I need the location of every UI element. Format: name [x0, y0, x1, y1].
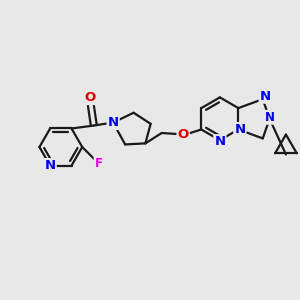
Text: F: F: [94, 157, 103, 170]
Text: N: N: [234, 123, 245, 136]
Text: O: O: [178, 128, 189, 141]
Text: N: N: [45, 159, 56, 172]
Text: N: N: [108, 116, 119, 129]
Text: O: O: [85, 91, 96, 104]
Text: N: N: [214, 135, 225, 148]
Text: N: N: [260, 90, 271, 103]
Text: N: N: [265, 111, 275, 124]
